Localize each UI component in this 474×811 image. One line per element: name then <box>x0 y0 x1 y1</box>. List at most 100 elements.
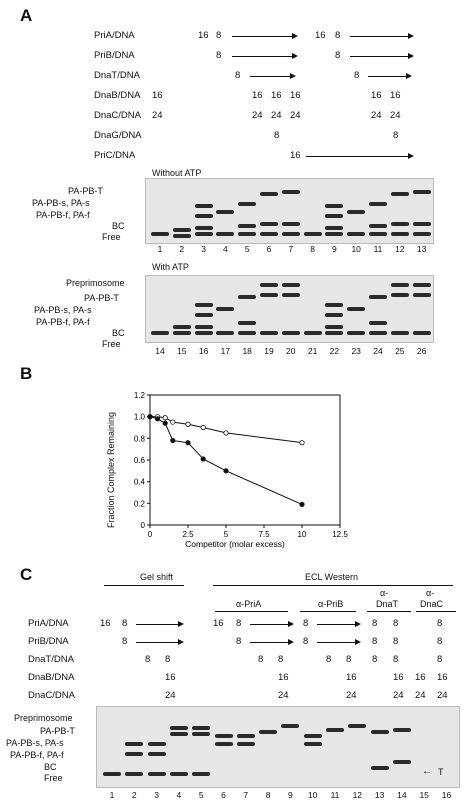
arrow <box>250 642 290 643</box>
band-label: Preprimosome <box>66 278 125 288</box>
lane-number: 1 <box>157 244 163 254</box>
band-label: PA-PB-T <box>68 186 103 196</box>
value: 8 <box>437 618 443 629</box>
value: 16 <box>198 30 209 41</box>
arrow <box>317 642 357 643</box>
value: 8 <box>258 654 264 665</box>
lane-number: 6 <box>221 790 226 800</box>
lane-number: 20 <box>286 346 296 356</box>
band-label: PA-PB-s, PA-s <box>32 198 90 208</box>
lane-number: 4 <box>176 790 182 800</box>
value: 8 <box>335 50 341 61</box>
gel-band <box>192 772 211 776</box>
series-line <box>149 416 303 505</box>
gel-band <box>390 222 409 226</box>
arrow-head <box>292 33 298 39</box>
lane-number: 22 <box>329 346 340 356</box>
value: 16 <box>213 618 224 629</box>
gel-band <box>370 766 389 770</box>
value: 8 <box>278 654 284 665</box>
gel-band <box>172 228 191 232</box>
data-point <box>170 437 176 444</box>
x-tick-label: 2.5 <box>182 530 194 539</box>
lane-number: 7 <box>243 790 249 800</box>
lane-number: 24 <box>373 346 383 356</box>
panel-a-letter: A <box>20 6 33 25</box>
panel-c-letter: C <box>20 565 33 584</box>
value: 8 <box>372 654 378 665</box>
lane-number: 15 <box>419 790 429 800</box>
gel-band <box>281 190 300 194</box>
value: 8 <box>372 618 378 629</box>
value: 24 <box>290 110 301 121</box>
gel-band <box>194 232 213 236</box>
lane-number: 23 <box>351 346 361 356</box>
lane-number: 11 <box>373 244 383 254</box>
gel-band <box>326 728 344 732</box>
value: 16 <box>100 618 111 629</box>
y-axis-label: Fraction Complex Remaining <box>106 411 116 529</box>
gel-band <box>412 222 431 226</box>
lane-number: 11 <box>330 790 340 800</box>
gel-band <box>412 283 431 287</box>
arrow <box>250 76 292 77</box>
value: 8 <box>346 654 352 665</box>
band-label: BC <box>112 221 125 231</box>
gel-band <box>325 214 344 218</box>
band-label: BC <box>44 762 57 772</box>
value: 8 <box>335 30 341 41</box>
gel-band <box>194 325 213 329</box>
gel-band <box>369 224 387 228</box>
lane-number: 3 <box>154 790 159 800</box>
lane-number: 18 <box>242 346 252 356</box>
gel-band <box>238 202 257 206</box>
gel-band <box>325 325 344 329</box>
value: 24 <box>390 110 401 121</box>
arrow-head <box>292 53 298 59</box>
row-label-pria: PriA/DNA <box>94 30 135 41</box>
gel-band <box>369 295 387 299</box>
gel-band <box>392 728 411 732</box>
gel-band <box>303 734 322 738</box>
value: 24 <box>393 690 404 701</box>
value: 8 <box>354 70 360 81</box>
gel-band <box>214 734 233 738</box>
gel-band <box>103 772 121 776</box>
band-label: Free <box>44 773 63 783</box>
y-tick-label: 0 <box>141 521 146 530</box>
band-label: BC <box>112 328 125 338</box>
row-label-dnat: DnaT/DNA <box>28 654 74 665</box>
without-atp-label: Without ATP <box>152 168 202 178</box>
gel-band <box>238 232 257 236</box>
arrow <box>368 76 408 77</box>
y-tick-label: 0.8 <box>134 434 146 443</box>
value: 16 <box>290 90 301 101</box>
arrow-head <box>178 639 184 645</box>
gel-band <box>238 331 257 335</box>
value: 16 <box>393 672 404 683</box>
gel-band <box>281 232 300 236</box>
band-label: PA-PB-f, PA-f <box>10 750 64 760</box>
gel-band <box>125 772 144 776</box>
arrow-head <box>288 621 294 627</box>
gel-band <box>169 772 188 776</box>
y-tick-label: 1.2 <box>134 391 146 400</box>
gel-band <box>325 226 344 230</box>
gel-band <box>390 331 409 335</box>
value: 8 <box>236 618 242 629</box>
data-point <box>200 456 206 462</box>
lane-number: 2 <box>179 244 185 254</box>
gel-band <box>281 283 300 287</box>
value: 16 <box>252 90 263 101</box>
data-point <box>162 420 168 426</box>
value: 24 <box>271 110 282 121</box>
x-tick-label: 10 <box>298 530 307 539</box>
t-arrow-icon: ← <box>422 766 432 777</box>
gel-band <box>281 331 300 335</box>
gel-band <box>151 232 169 236</box>
row-label-dnat: DnaT/DNA <box>94 70 140 81</box>
lane-number: 13 <box>416 244 427 254</box>
value: 8 <box>437 654 443 665</box>
lane-number: 9 <box>288 790 293 800</box>
data-point <box>185 440 191 446</box>
